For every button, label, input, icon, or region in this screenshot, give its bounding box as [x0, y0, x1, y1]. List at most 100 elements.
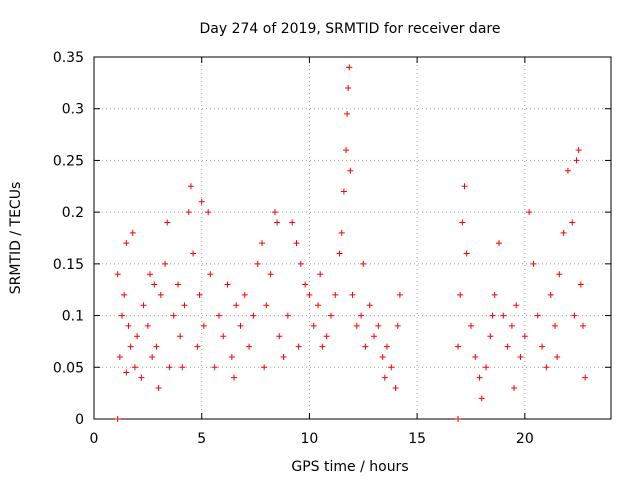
data-point — [220, 333, 227, 340]
data-point — [121, 291, 128, 298]
data-point — [153, 343, 160, 350]
data-point — [149, 353, 156, 360]
data-point — [319, 343, 326, 350]
data-point — [551, 322, 558, 329]
data-point — [231, 374, 238, 381]
data-point — [521, 333, 528, 340]
data-point — [543, 364, 550, 371]
data-point — [276, 333, 283, 340]
data-point — [187, 183, 194, 190]
data-point — [345, 85, 352, 92]
y-tick-label: 0.2 — [62, 205, 84, 221]
y-tick-label: 0.15 — [53, 257, 84, 273]
data-point — [554, 353, 561, 360]
data-point — [200, 322, 207, 329]
data-point — [293, 240, 300, 247]
data-point — [547, 291, 554, 298]
data-points — [114, 64, 589, 422]
data-point — [263, 302, 270, 309]
data-point — [125, 322, 132, 329]
data-point — [123, 369, 130, 376]
data-point — [504, 343, 511, 350]
data-point — [198, 198, 205, 205]
data-point — [215, 312, 222, 319]
data-point — [140, 302, 147, 309]
data-point — [131, 364, 138, 371]
data-point — [327, 312, 334, 319]
data-point — [246, 343, 253, 350]
data-point — [315, 302, 322, 309]
data-point — [155, 384, 162, 391]
data-point — [371, 333, 378, 340]
data-point — [306, 291, 313, 298]
data-point — [310, 322, 317, 329]
data-point — [489, 312, 496, 319]
data-point — [181, 302, 188, 309]
data-point — [157, 291, 164, 298]
data-point — [147, 271, 154, 278]
y-tick-label: 0.3 — [62, 102, 84, 118]
x-tick-label: 5 — [197, 431, 206, 447]
data-point — [375, 322, 382, 329]
data-point — [349, 291, 356, 298]
data-point — [346, 64, 353, 71]
data-point — [577, 281, 584, 288]
data-point — [461, 183, 468, 190]
data-point — [560, 229, 567, 236]
data-point — [317, 271, 324, 278]
data-point — [347, 167, 354, 174]
data-point — [179, 364, 186, 371]
data-point — [261, 364, 268, 371]
data-point — [457, 291, 464, 298]
data-point — [539, 343, 546, 350]
data-point — [295, 343, 302, 350]
data-point — [495, 240, 502, 247]
data-point — [383, 343, 390, 350]
data-point — [138, 374, 145, 381]
data-point — [388, 364, 395, 371]
data-point — [556, 271, 563, 278]
data-point — [332, 291, 339, 298]
data-point — [472, 353, 479, 360]
data-point — [366, 302, 373, 309]
x-tick-label: 0 — [90, 431, 99, 447]
data-point — [177, 333, 184, 340]
data-point — [170, 312, 177, 319]
data-point — [360, 260, 367, 267]
data-point — [340, 188, 347, 195]
data-point — [323, 333, 330, 340]
data-point — [455, 343, 462, 350]
tick-labels: 0 0.05 0.1 0.15 0.2 0.25 0.3 0.35 0 5 10 15 20 — [53, 50, 534, 447]
data-point — [267, 271, 274, 278]
data-point — [228, 353, 235, 360]
data-point — [381, 374, 388, 381]
x-axis-label: GPS time / hours — [291, 459, 408, 475]
y-tick-label: 0.35 — [53, 50, 84, 66]
data-point — [478, 395, 485, 402]
data-point — [573, 157, 580, 164]
data-point — [250, 312, 257, 319]
data-point — [476, 374, 483, 381]
data-point — [353, 322, 360, 329]
data-point — [396, 291, 403, 298]
data-point — [241, 291, 248, 298]
data-point — [190, 250, 197, 257]
data-point — [530, 260, 537, 267]
data-point — [379, 353, 386, 360]
data-point — [254, 260, 261, 267]
data-point — [487, 333, 494, 340]
data-point — [114, 271, 121, 278]
data-point — [564, 167, 571, 174]
data-point — [483, 364, 490, 371]
data-point — [297, 260, 304, 267]
data-point — [569, 219, 576, 226]
data-point — [259, 240, 266, 247]
data-point — [207, 271, 214, 278]
data-point — [582, 374, 589, 381]
data-point — [144, 322, 151, 329]
data-point — [338, 229, 345, 236]
data-point — [455, 416, 462, 422]
data-point — [185, 209, 192, 216]
data-point — [151, 281, 158, 288]
data-point — [237, 322, 244, 329]
